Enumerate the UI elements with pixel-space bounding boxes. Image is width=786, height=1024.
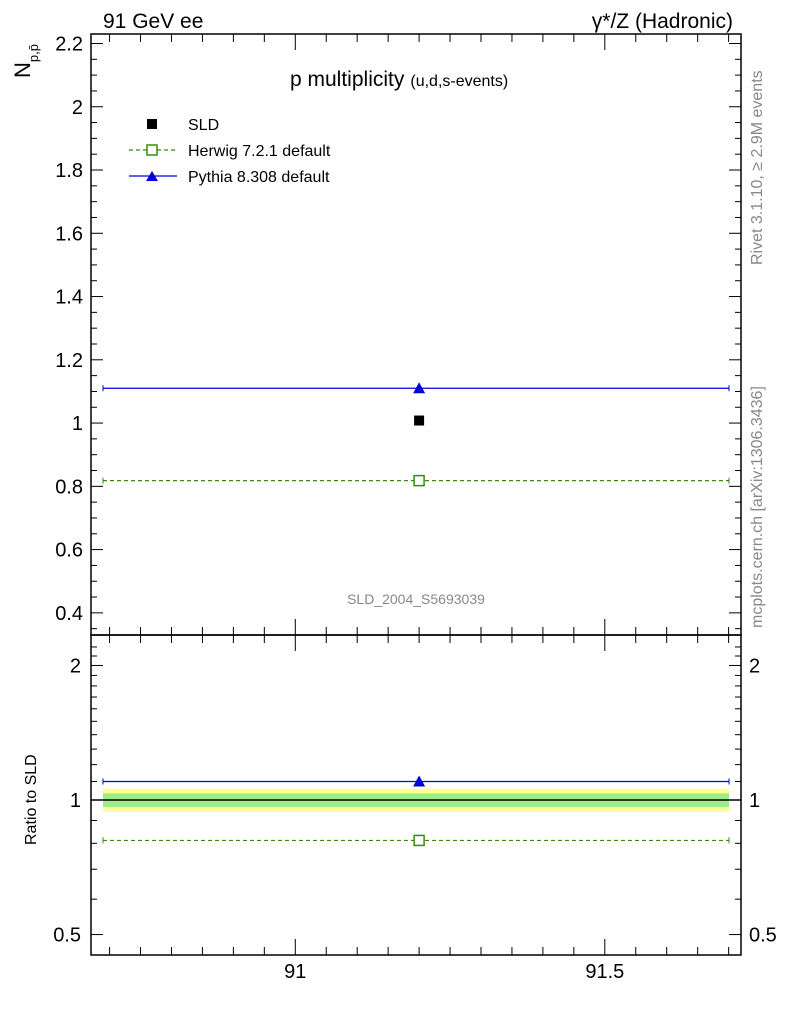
legend-marker-herwig	[146, 144, 158, 156]
main-y-tick-label: 1.6	[55, 223, 83, 245]
main-y-tick-label: 1.8	[55, 160, 83, 182]
ratio-plot-frame	[90, 634, 742, 956]
ratio-y-tick-label-right: 0.5	[749, 925, 777, 947]
header-left: 91 GeV ee	[103, 10, 203, 33]
ratio-y-tick-label-left: 0.5	[53, 925, 81, 947]
y-axis-label: Np,p̄	[10, 44, 41, 78]
legend-label-sld: SLD	[188, 117, 219, 134]
ratio-y-tick-label-right: 1	[749, 790, 760, 812]
header-right: γ*/Z (Hadronic)	[592, 10, 733, 33]
main-y-tick-label: 1.4	[55, 287, 83, 309]
main-pythia-point	[413, 382, 426, 394]
main-sld-point	[414, 415, 425, 426]
ratio-y-axis-label: Ratio to SLD	[23, 754, 40, 845]
legend-label-pythia: Pythia 8.308 default	[188, 169, 330, 186]
main-y-tick-label: 2	[72, 97, 83, 119]
mcplots-label: mcplots.cern.ch [arXiv:1306.3436]	[749, 386, 766, 628]
ratio-y-tick-label-left: 1	[70, 790, 81, 812]
main-y-tick-label: 0.8	[55, 476, 83, 498]
legend: SLD Herwig 7.2.1 default Pythia 8.308 de…	[129, 117, 331, 186]
y-axis-label-sub: p,p̄	[26, 44, 41, 62]
main-herwig-point	[413, 474, 425, 487]
chart-subtitle: (u,d,s-events)	[410, 73, 508, 90]
main-y-tick-label: 2.2	[55, 33, 83, 55]
main-y-tick-label: 0.4	[55, 603, 83, 625]
x-tick-label: 91.5	[585, 961, 624, 983]
x-tick-label: 91	[284, 961, 306, 983]
plot-layer: 0.4 0.6 0.8 1 1.2 1.4 1.6 1.8 2 2.2 91 91.5 0.5 0.5 1 1…	[53, 33, 777, 983]
chart-title: p multiplicity (u,d,s-events)	[290, 68, 508, 91]
main-y-tick-label: 1.2	[55, 350, 83, 372]
ratio-y-tick-label-left: 2	[70, 655, 81, 677]
y-axis-label-main: N	[10, 62, 35, 78]
main-y-tick-label: 1	[72, 413, 83, 435]
legend-marker-sld	[147, 119, 157, 129]
chart-title-main: p multiplicity	[290, 68, 405, 91]
legend-marker-pythia	[146, 171, 158, 181]
legend-label-herwig: Herwig 7.2.1 default	[188, 143, 331, 160]
ratio-y-tick-label-right: 2	[749, 655, 760, 677]
main-y-tick-label: 0.6	[55, 540, 83, 562]
ratio-pythia-point	[413, 775, 426, 787]
ratio-herwig-point	[413, 834, 425, 847]
analysis-watermark: SLD_2004_S5693039	[347, 591, 485, 607]
rivet-label: Rivet 3.1.10, ≥ 2.9M events	[749, 70, 766, 265]
